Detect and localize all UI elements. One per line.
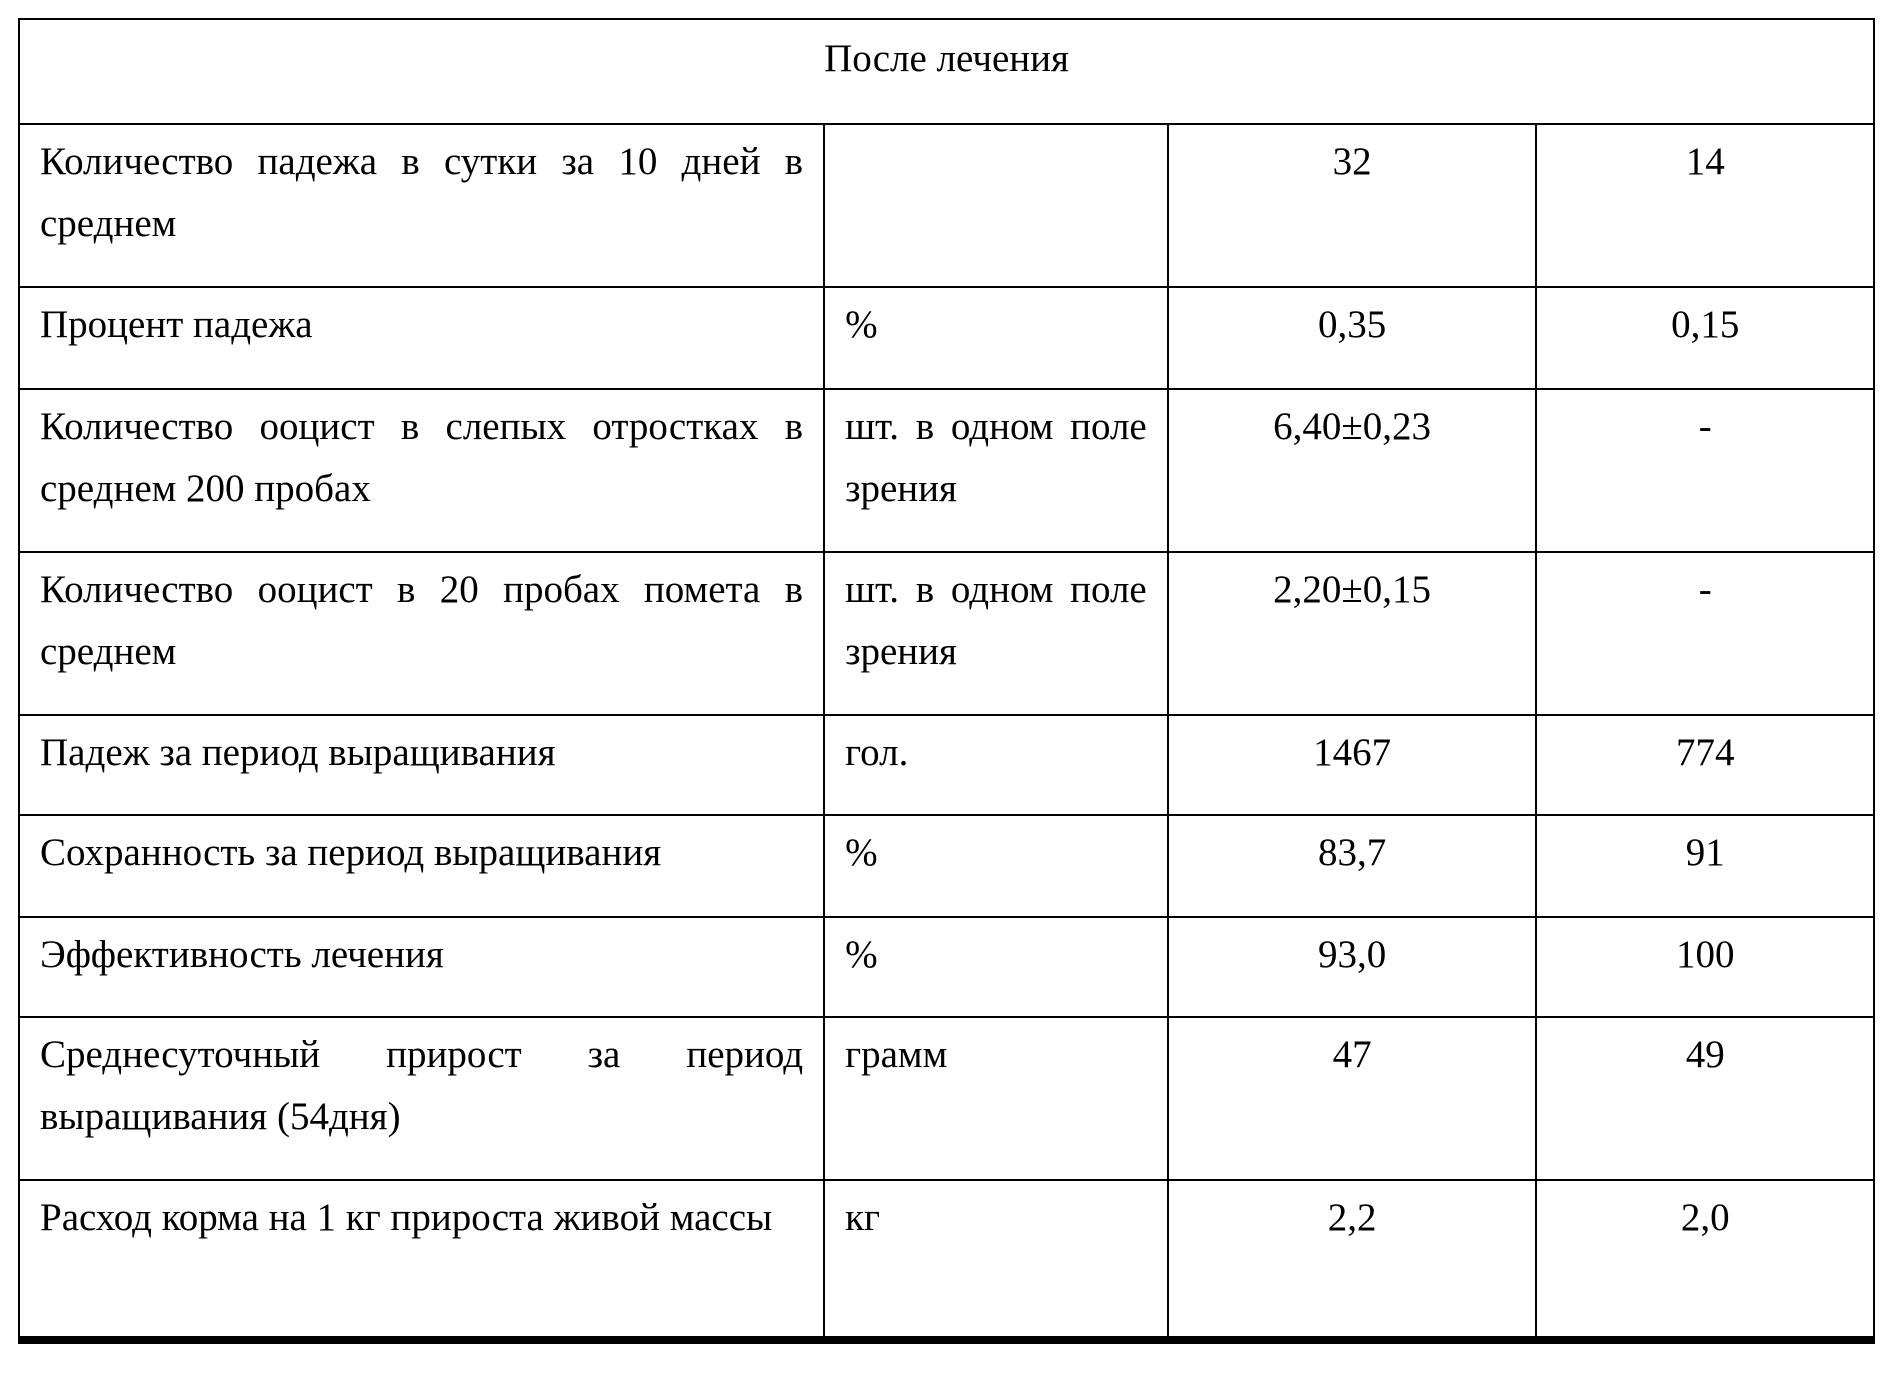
row-label: Среднесуточный прирост за период выращив… — [19, 1017, 824, 1180]
results-table: После лечения Количество падежа в сутки … — [18, 18, 1875, 1344]
row-label: Количество ооцист в слепых отростках в с… — [19, 389, 824, 552]
value-cell-2: - — [1536, 389, 1874, 552]
row-label: Расход корма на 1 кг прироста живой масс… — [19, 1180, 824, 1340]
table-row: Процент падежа%0,350,15 — [19, 287, 1874, 389]
table-row: Сохранность за период выращивания%83,791 — [19, 815, 1874, 917]
value-cell-1: 1467 — [1168, 715, 1537, 815]
unit-cell: кг — [824, 1180, 1168, 1340]
value-cell-1: 2,20±0,15 — [1168, 552, 1537, 715]
unit-cell — [824, 124, 1168, 287]
unit-cell: % — [824, 287, 1168, 389]
value-cell-2: - — [1536, 552, 1874, 715]
value-cell-1: 6,40±0,23 — [1168, 389, 1537, 552]
table-row: Количество падежа в сутки за 10 дней в с… — [19, 124, 1874, 287]
row-label: Падеж за период выращивания — [19, 715, 824, 815]
table-row: Количество ооцист в 20 пробах помета в с… — [19, 552, 1874, 715]
value-cell-2: 14 — [1536, 124, 1874, 287]
unit-cell: % — [824, 917, 1168, 1017]
table-row: Эффективность лечения%93,0100 — [19, 917, 1874, 1017]
row-label: Количество ооцист в 20 пробах помета в с… — [19, 552, 824, 715]
table-row: Количество ооцист в слепых отростках в с… — [19, 389, 1874, 552]
unit-cell: шт. в одном поле зрения — [824, 389, 1168, 552]
value-cell-2: 100 — [1536, 917, 1874, 1017]
table-header-row: После лечения — [19, 19, 1874, 124]
unit-cell: гол. — [824, 715, 1168, 815]
table-row: Расход корма на 1 кг прироста живой масс… — [19, 1180, 1874, 1340]
row-label: Сохранность за период выращивания — [19, 815, 824, 917]
row-label: Количество падежа в сутки за 10 дней в с… — [19, 124, 824, 287]
value-cell-2: 49 — [1536, 1017, 1874, 1180]
row-label: Эффективность лечения — [19, 917, 824, 1017]
value-cell-1: 0,35 — [1168, 287, 1537, 389]
value-cell-2: 91 — [1536, 815, 1874, 917]
row-label: Процент падежа — [19, 287, 824, 389]
table-row: Падеж за период выращиваниягол.1467774 — [19, 715, 1874, 815]
value-cell-2: 0,15 — [1536, 287, 1874, 389]
value-cell-1: 83,7 — [1168, 815, 1537, 917]
table-row: Среднесуточный прирост за период выращив… — [19, 1017, 1874, 1180]
value-cell-1: 47 — [1168, 1017, 1537, 1180]
unit-cell: грамм — [824, 1017, 1168, 1180]
header-cell: После лечения — [19, 19, 1874, 124]
value-cell-2: 2,0 — [1536, 1180, 1874, 1340]
value-cell-1: 2,2 — [1168, 1180, 1537, 1340]
unit-cell: % — [824, 815, 1168, 917]
value-cell-1: 32 — [1168, 124, 1537, 287]
value-cell-1: 93,0 — [1168, 917, 1537, 1017]
unit-cell: шт. в одном поле зрения — [824, 552, 1168, 715]
value-cell-2: 774 — [1536, 715, 1874, 815]
